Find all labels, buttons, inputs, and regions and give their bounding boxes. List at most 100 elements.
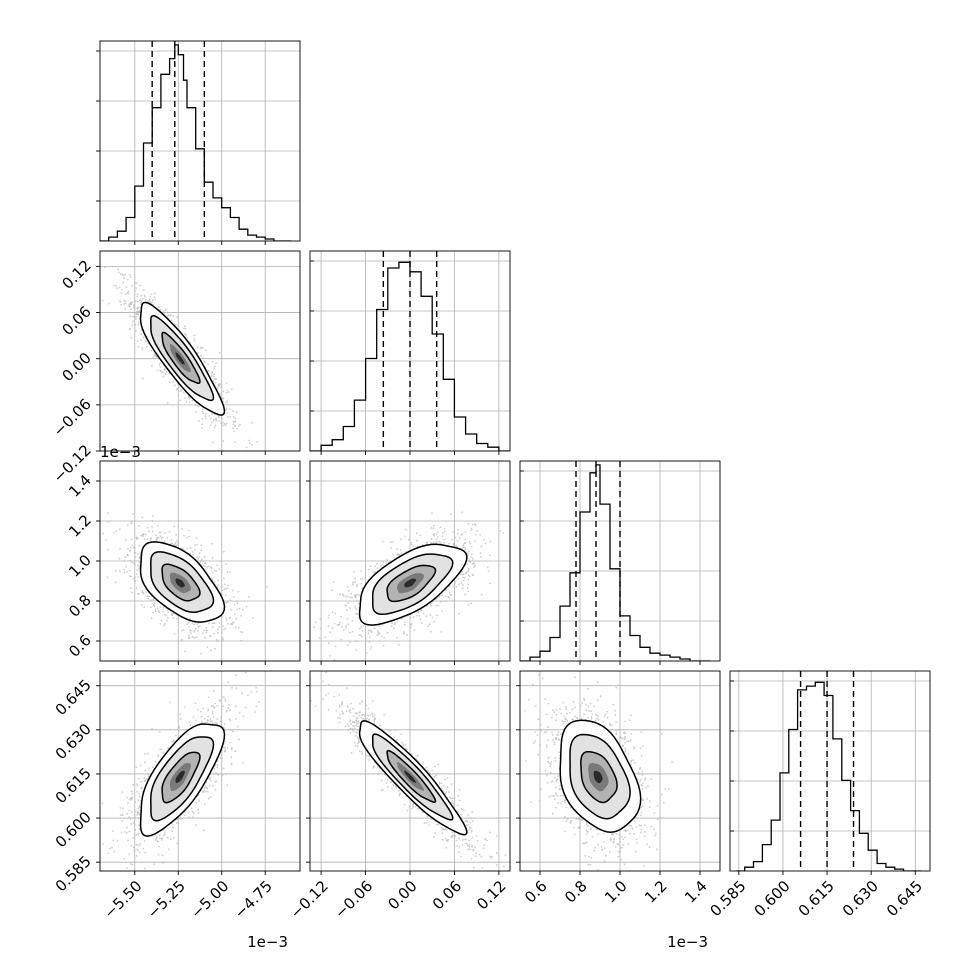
sample-point <box>415 532 418 535</box>
sample-point <box>201 418 204 420</box>
sample-point <box>220 396 223 398</box>
sample-point <box>470 553 473 556</box>
sample-point <box>467 570 470 573</box>
sample-point <box>129 315 131 318</box>
sample-point <box>215 417 217 419</box>
sample-point <box>191 399 194 402</box>
sample-point <box>401 617 404 620</box>
sample-point <box>136 300 139 303</box>
sample-point <box>148 595 150 598</box>
sample-point <box>159 366 162 369</box>
sample-point <box>404 528 407 531</box>
sample-point <box>332 581 335 583</box>
sample-point <box>106 576 109 579</box>
sample-point <box>200 652 202 655</box>
sample-point <box>191 622 194 624</box>
sample-point <box>151 515 154 517</box>
sample-point <box>159 362 162 365</box>
sample-point <box>134 323 136 325</box>
sample-point <box>193 548 196 551</box>
sample-point <box>175 533 178 536</box>
sample-point <box>461 570 464 573</box>
sample-point <box>197 630 199 632</box>
sample-point <box>425 615 428 618</box>
sample-point <box>199 561 202 564</box>
sample-point <box>440 542 442 545</box>
sample-point <box>137 313 140 316</box>
sample-point <box>324 636 327 638</box>
sample-point <box>479 533 482 536</box>
sample-point <box>230 608 233 611</box>
sample-point <box>137 323 140 326</box>
sample-point <box>223 588 226 590</box>
sample-point <box>409 616 412 619</box>
sample-point <box>213 373 216 376</box>
sample-point <box>404 535 407 538</box>
sample-point <box>137 576 140 578</box>
panel-frame <box>99 40 301 242</box>
contour-line <box>161 331 201 384</box>
sample-point <box>134 324 136 327</box>
sample-point <box>359 577 362 580</box>
sample-point <box>430 602 433 605</box>
sample-point <box>162 375 165 378</box>
sample-point <box>467 574 470 576</box>
sample-point <box>467 568 470 571</box>
sample-point <box>412 616 415 619</box>
contour-line <box>150 314 215 402</box>
sample-point <box>222 638 225 641</box>
sample-point <box>170 319 173 322</box>
sample-point <box>210 542 213 545</box>
sample-point <box>461 511 463 514</box>
sample-point <box>359 634 362 636</box>
sample-point <box>205 631 208 634</box>
sample-point <box>135 287 138 290</box>
sample-point <box>188 625 191 628</box>
sample-point <box>221 589 224 592</box>
sample-point <box>456 532 459 535</box>
sample-point <box>181 638 184 641</box>
sample-point <box>184 397 187 400</box>
sample-point <box>232 621 235 624</box>
sample-point <box>134 564 137 567</box>
sample-point <box>383 637 386 639</box>
panel-plot-area <box>520 461 720 661</box>
sample-point <box>116 287 118 290</box>
sample-point <box>141 349 144 351</box>
sample-point <box>362 625 365 627</box>
sample-point <box>154 608 157 611</box>
sample-point <box>129 559 131 562</box>
sample-point <box>464 542 467 544</box>
sample-point <box>329 655 331 657</box>
sample-point <box>172 613 175 615</box>
sample-point <box>393 557 396 559</box>
sample-point <box>135 587 138 589</box>
panel-0-0 <box>96 40 301 245</box>
sample-point <box>196 623 199 626</box>
sample-point <box>406 634 408 636</box>
sample-point <box>361 630 364 633</box>
sample-point <box>156 607 159 610</box>
sample-point <box>471 573 474 576</box>
sample-point <box>205 349 208 351</box>
sample-point <box>402 633 405 635</box>
sample-point <box>229 408 232 411</box>
sample-point <box>440 631 443 633</box>
sample-point <box>462 584 464 586</box>
sample-point <box>215 362 218 365</box>
panel-plot-area <box>310 251 510 451</box>
sample-point <box>188 535 190 538</box>
sample-point <box>488 554 491 557</box>
sample-point <box>163 624 166 627</box>
sample-point <box>427 625 430 627</box>
sample-point <box>200 559 203 562</box>
sample-point <box>213 569 216 572</box>
sample-point <box>201 408 204 411</box>
sample-point <box>378 632 381 635</box>
sample-point <box>155 534 157 537</box>
sample-point <box>368 629 371 632</box>
sample-point <box>348 589 350 592</box>
sample-point <box>175 541 177 543</box>
sample-point <box>130 336 133 339</box>
sample-point <box>127 524 129 526</box>
